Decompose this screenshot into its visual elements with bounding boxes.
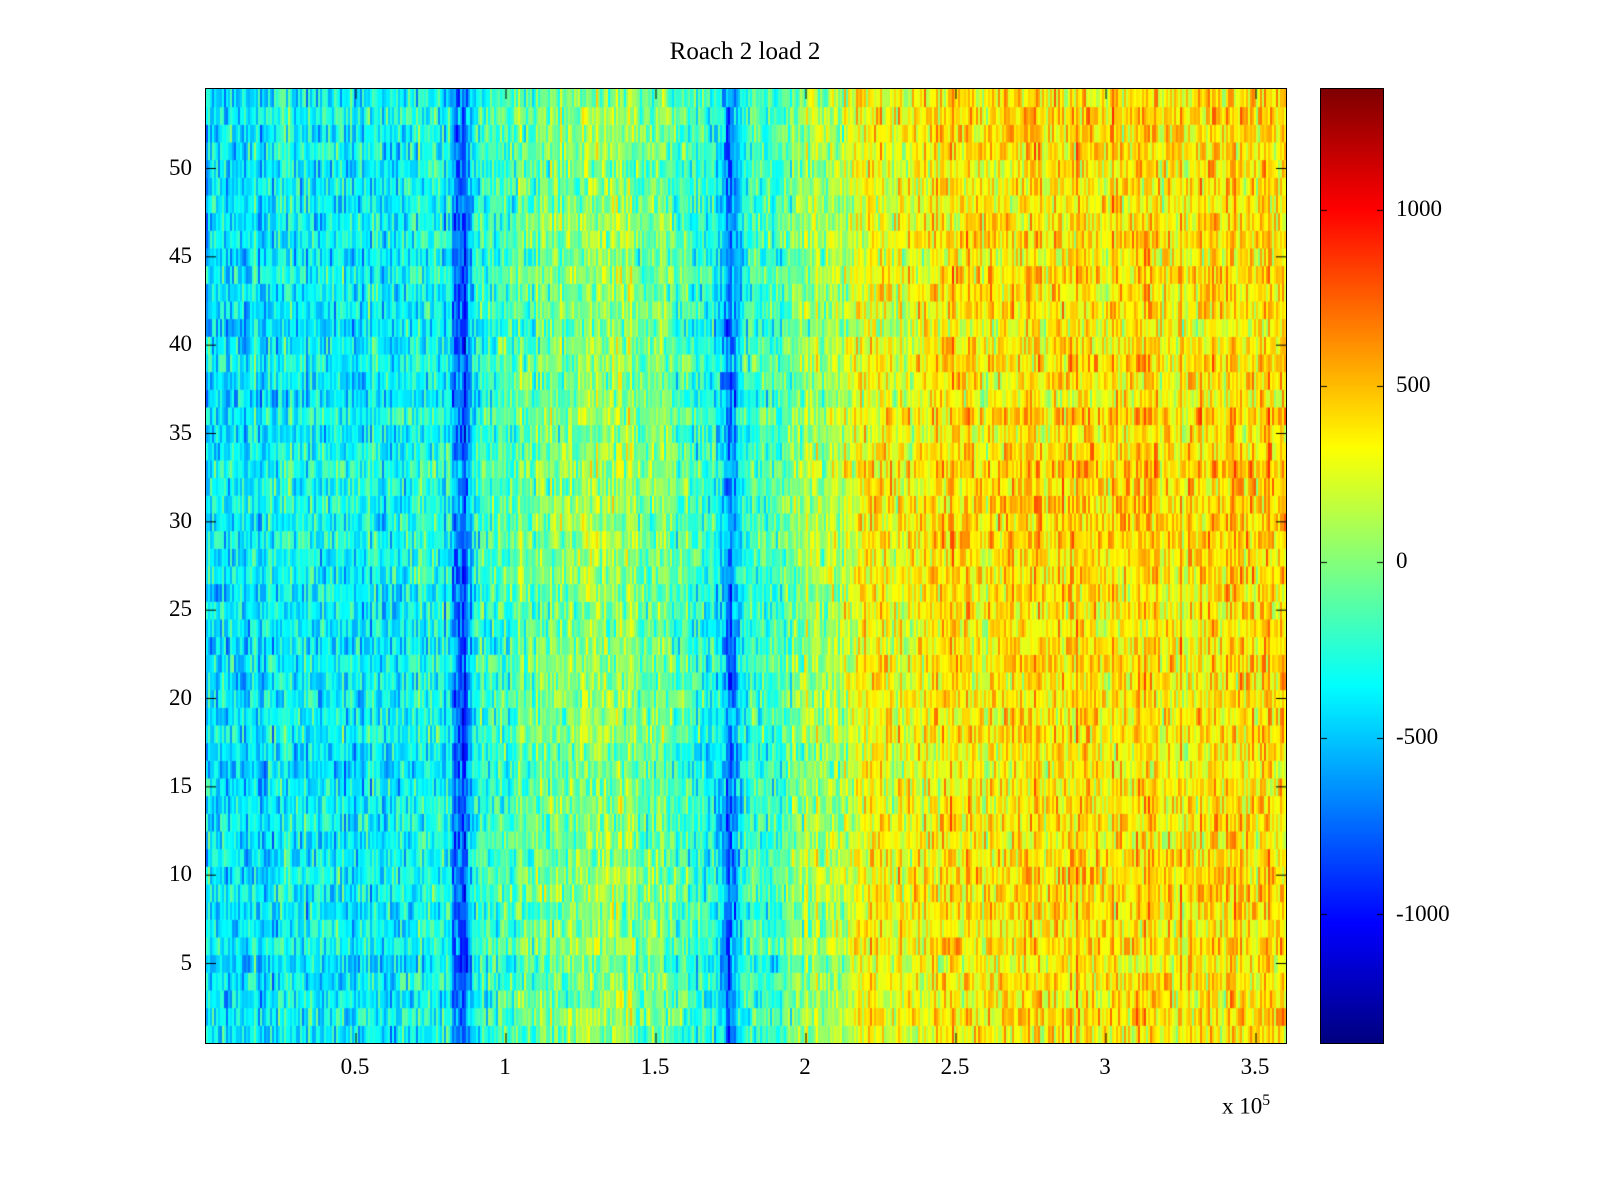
y-axis-tick-label: 35 xyxy=(169,419,192,445)
y-axis-tick-label: 45 xyxy=(169,242,192,268)
x-axis-tick-label: 2.5 xyxy=(940,1054,970,1079)
colorbar-tick-label: 500 xyxy=(1396,372,1431,398)
colorbar-tick-label: -1000 xyxy=(1396,900,1450,926)
x-axis-tick-label: 3.5 xyxy=(1240,1054,1270,1079)
colorbar xyxy=(1320,88,1384,1044)
x-axis-tick-label: 1 xyxy=(499,1054,511,1079)
y-axis-tick-label: 15 xyxy=(169,772,192,798)
x-axis-exponent-power: 5 xyxy=(1262,1092,1271,1109)
y-axis-tick-label: 10 xyxy=(169,861,192,887)
x-axis-tick-label: 3 xyxy=(1099,1054,1111,1079)
y-axis-tick-label: 40 xyxy=(169,331,192,357)
heatmap-plot-area xyxy=(205,88,1287,1044)
x-axis-exponent-base: x 10 xyxy=(1222,1093,1263,1119)
colorbar-tick-label: 0 xyxy=(1396,548,1408,574)
y-axis-tick-label: 25 xyxy=(169,596,192,622)
y-axis-tick-label: 5 xyxy=(180,949,193,975)
x-axis-exponent-label: x 105 xyxy=(1222,1092,1270,1120)
colorbar-tick-label: -500 xyxy=(1396,724,1439,750)
colorbar-tick-label: 1000 xyxy=(1396,196,1442,222)
x-axis-tick-label: 1.5 xyxy=(640,1054,670,1079)
colorbar-canvas xyxy=(1321,89,1383,1043)
heatmap-canvas xyxy=(206,89,1286,1043)
y-axis-tick-label: 50 xyxy=(169,154,192,180)
y-axis-tick-label: 30 xyxy=(169,507,192,533)
y-axis-tick-label: 20 xyxy=(169,684,192,710)
x-axis-tick-label: 2 xyxy=(799,1054,811,1079)
x-axis-tick-label: 0.5 xyxy=(340,1054,370,1079)
chart-title: Roach 2 load 2 xyxy=(669,38,821,65)
